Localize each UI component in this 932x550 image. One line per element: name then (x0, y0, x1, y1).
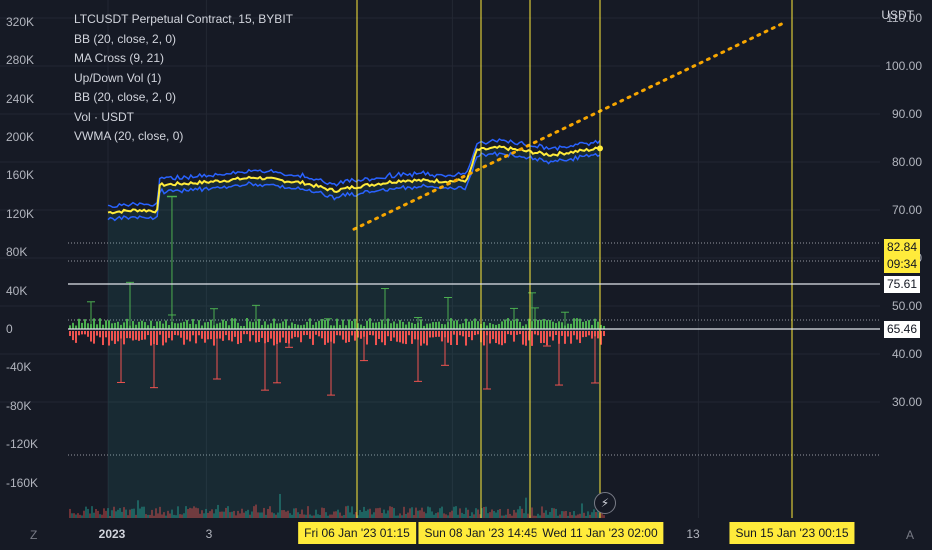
volume-tick-label: 40K (6, 283, 28, 298)
price-tick-label: 30.00 (891, 395, 922, 409)
time-tick-label: 2023 (98, 527, 126, 541)
bb-upper-band (107, 138, 601, 208)
legend-indicator-bb-1[interactable]: BB (20, close, 2, 0) (74, 31, 177, 46)
legend-indicator-bb-2[interactable]: BB (20, close, 2, 0) (74, 90, 177, 104)
volume-tick-label: -40K (6, 360, 32, 375)
chart-legend: LTCUSDT Perpetual Contract, 15, BYBIT BB… (74, 10, 293, 147)
lightning-icon[interactable]: ⚡ (594, 492, 616, 514)
volume-tick-label: 280K (6, 53, 35, 68)
time-marker-label: Sun 15 Jan '23 00:15 (729, 522, 855, 544)
price-tick-label: 110.00 (886, 11, 922, 25)
volume-tick-label: 160K (6, 168, 35, 183)
time-marker-label: Sun 08 Jan '23 14:45 (418, 522, 544, 544)
price-tick-label: 50.00 (891, 299, 922, 313)
trendline (352, 22, 784, 231)
time-marker-label: Wed 11 Jan '23 02:00 (536, 522, 664, 544)
volume-tick-label: 200K (6, 130, 35, 144)
price-tag-label: 75.61 (884, 276, 920, 293)
legend-title[interactable]: LTCUSDT Perpetual Contract, 15, BYBIT (74, 12, 293, 26)
price-tag-label: 82.84 (884, 239, 920, 256)
legend-indicator-vol[interactable]: Vol · USDT (74, 109, 135, 124)
time-marker-label: Fri 06 Jan '23 01:15 (298, 522, 416, 544)
price-tick-label: 100.00 (885, 59, 922, 73)
price-line (107, 145, 601, 215)
last-price-dot (597, 145, 603, 152)
legend-indicator-updown-vol[interactable]: Up/Down Vol (1) (74, 70, 162, 85)
volume-tick-label: -120K (6, 437, 39, 452)
currency-label: USDT (881, 8, 914, 22)
price-tag-label: 65.46 (884, 321, 920, 338)
price-tick-label: 70.00 (891, 203, 922, 217)
time-axis[interactable]: Z 2023 3 13 Fri 06 Jan '23 01:15 Sun 08 Jan … (0, 518, 932, 550)
time-tick-label: 3 (205, 527, 213, 541)
price-tick-label: 80.00 (891, 155, 922, 169)
volume-tick-label: -80K (6, 398, 32, 413)
volume-tick-label: 80K (6, 245, 28, 260)
price-tick-label: 40.00 (891, 347, 922, 361)
legend-indicator-vwma[interactable]: VWMA (20, close, 0) (74, 129, 184, 143)
volume-tick-label: 0 (6, 322, 13, 336)
time-tick-label: 13 (686, 527, 700, 541)
timezone-button[interactable]: Z (30, 528, 38, 542)
legend-indicator-ma-cross[interactable]: MA Cross (9, 21) (74, 51, 165, 65)
bb-lower-band (107, 151, 601, 222)
price-tag-label: 09:34 (884, 256, 920, 273)
volume-tick-label: 320K (6, 14, 35, 29)
volume-tick-label: 120K (6, 206, 35, 221)
price-tick-label: 90.00 (891, 107, 922, 121)
volume-tick-label: 240K (6, 91, 35, 106)
volume-tick-label: -160K (6, 475, 39, 490)
auto-scale-button[interactable]: A (905, 528, 914, 542)
